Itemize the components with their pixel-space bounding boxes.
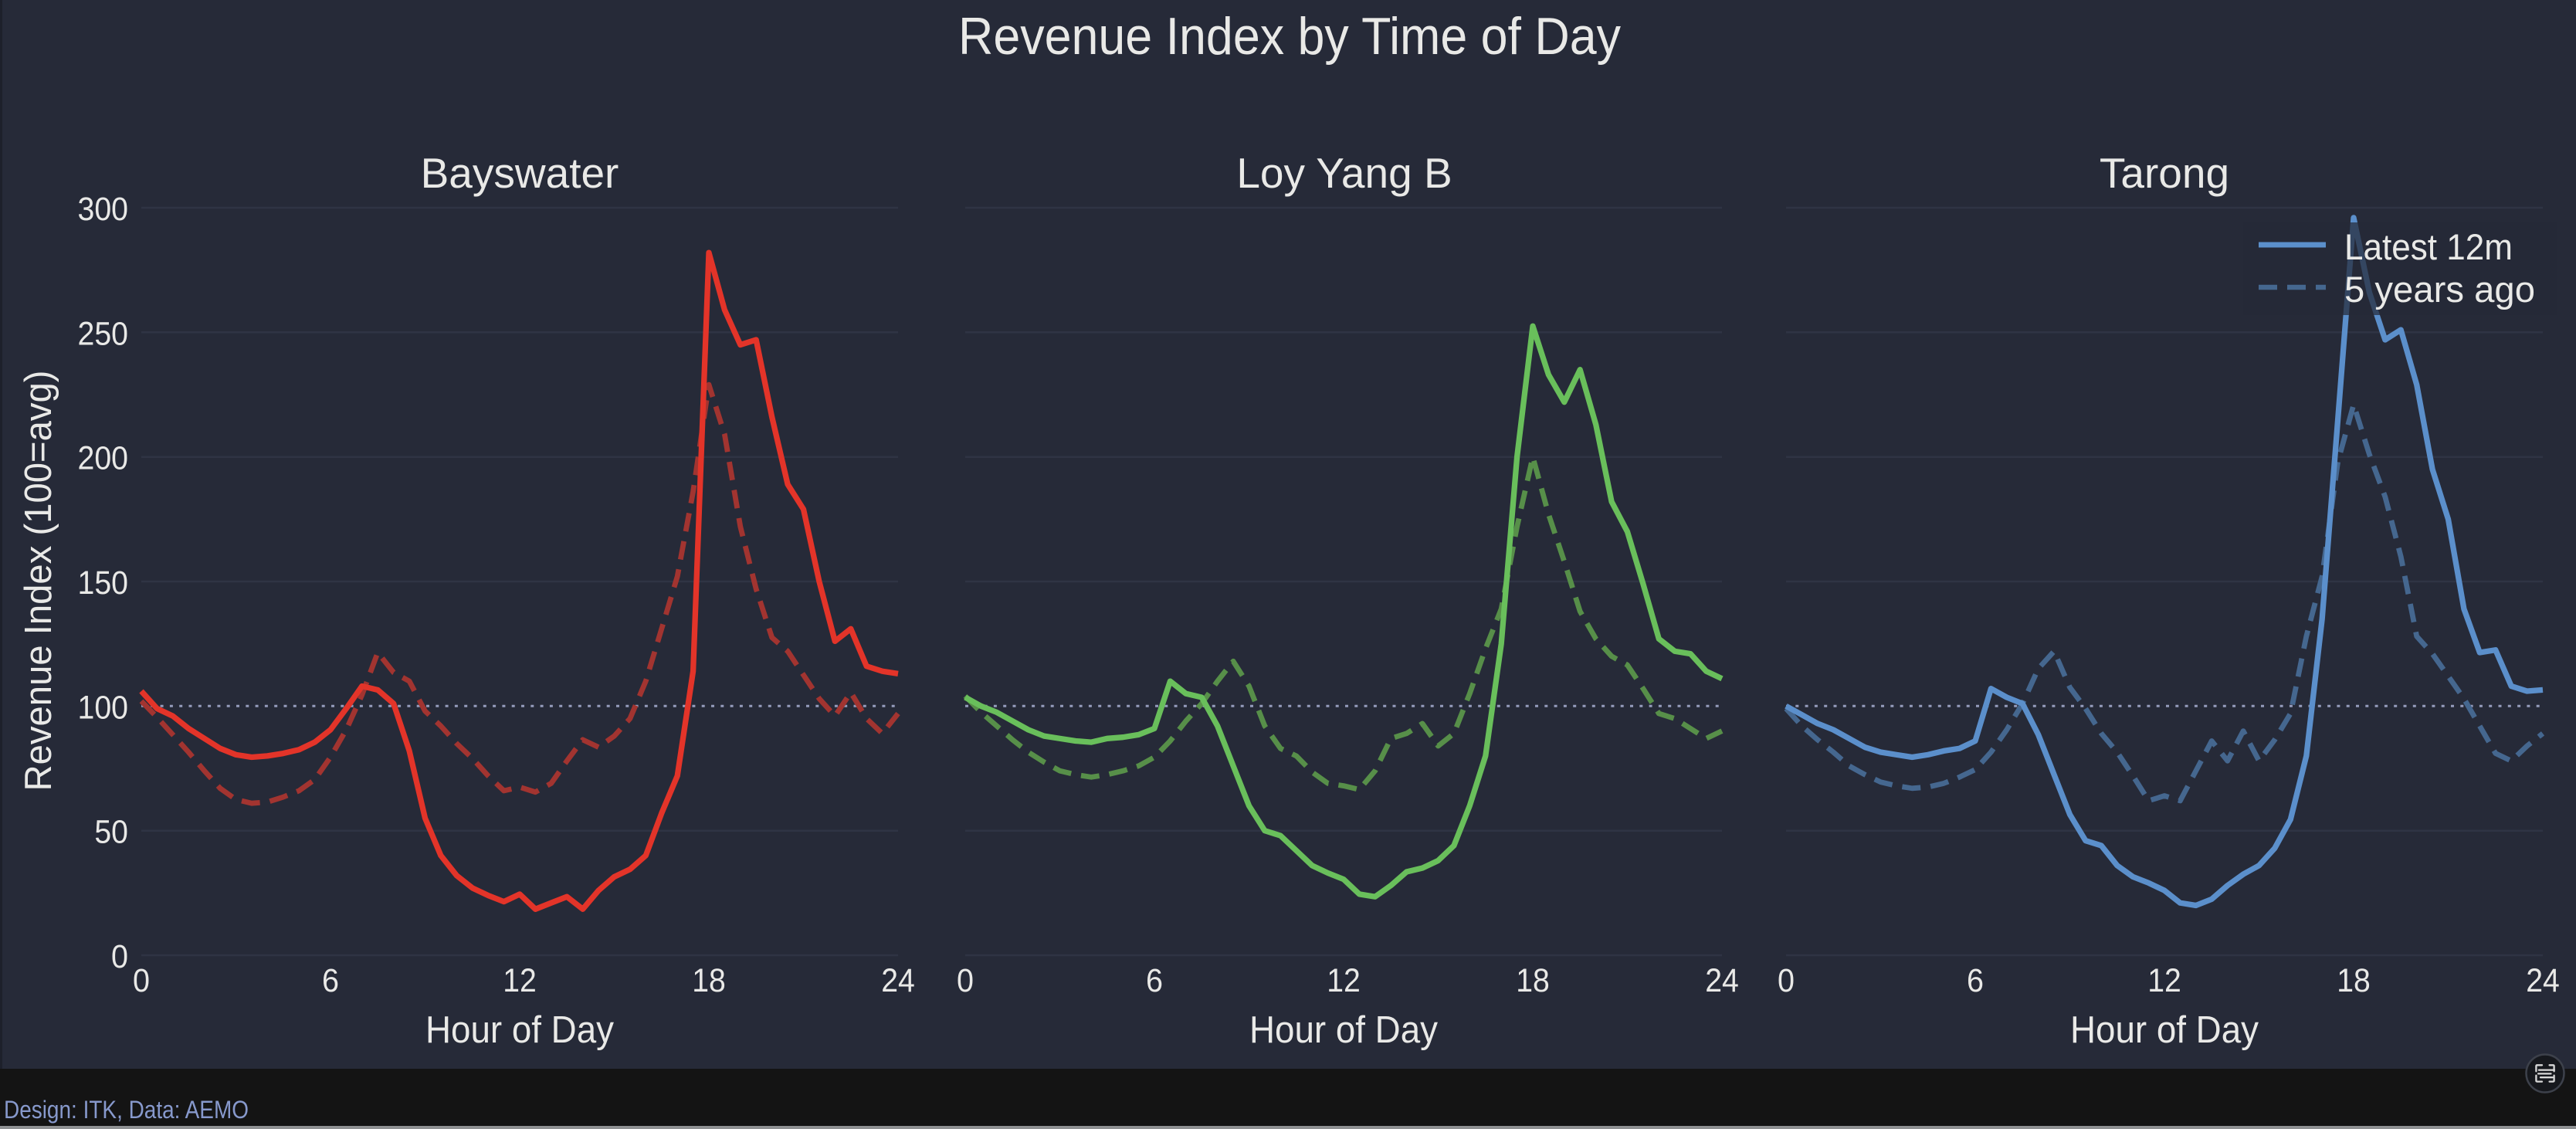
svg-text:Hour of Day: Hour of Day [425, 1009, 614, 1051]
svg-text:0: 0 [133, 962, 150, 999]
svg-text:24: 24 [881, 962, 915, 999]
svg-text:12: 12 [1327, 962, 1361, 999]
svg-text:300: 300 [78, 191, 129, 228]
svg-text:24: 24 [2526, 962, 2560, 999]
svg-text:6: 6 [1146, 962, 1163, 999]
svg-text:Tarong: Tarong [2100, 149, 2229, 197]
svg-text:24: 24 [1705, 962, 1739, 999]
svg-text:200: 200 [78, 440, 129, 477]
svg-text:18: 18 [692, 962, 726, 999]
svg-text:12: 12 [2147, 962, 2181, 999]
svg-text:150: 150 [78, 564, 129, 602]
svg-text:Latest 12m: Latest 12m [2344, 226, 2513, 267]
svg-text:0: 0 [957, 962, 974, 999]
svg-text:Design: ITK, Data: AEMO: Design: ITK, Data: AEMO [4, 1096, 249, 1124]
svg-text:Hour of Day: Hour of Day [2070, 1009, 2259, 1051]
svg-text:Revenue Index (100=avg): Revenue Index (100=avg) [18, 371, 59, 792]
svg-text:0: 0 [1778, 962, 1795, 999]
svg-text:18: 18 [1516, 962, 1550, 999]
svg-text:Bayswater: Bayswater [421, 149, 619, 197]
svg-text:5 years ago: 5 years ago [2344, 269, 2535, 310]
svg-text:100: 100 [78, 689, 129, 726]
svg-text:6: 6 [1967, 962, 1984, 999]
svg-text:Revenue Index by Time of Day: Revenue Index by Time of Day [958, 7, 1621, 66]
svg-text:250: 250 [78, 315, 129, 352]
svg-text:Loy Yang B: Loy Yang B [1236, 149, 1452, 197]
svg-text:18: 18 [2337, 962, 2371, 999]
svg-text:12: 12 [503, 962, 537, 999]
svg-text:Hour of Day: Hour of Day [1249, 1009, 1438, 1051]
svg-text:50: 50 [94, 814, 128, 851]
svg-text:0: 0 [111, 938, 128, 975]
svg-text:6: 6 [322, 962, 339, 999]
